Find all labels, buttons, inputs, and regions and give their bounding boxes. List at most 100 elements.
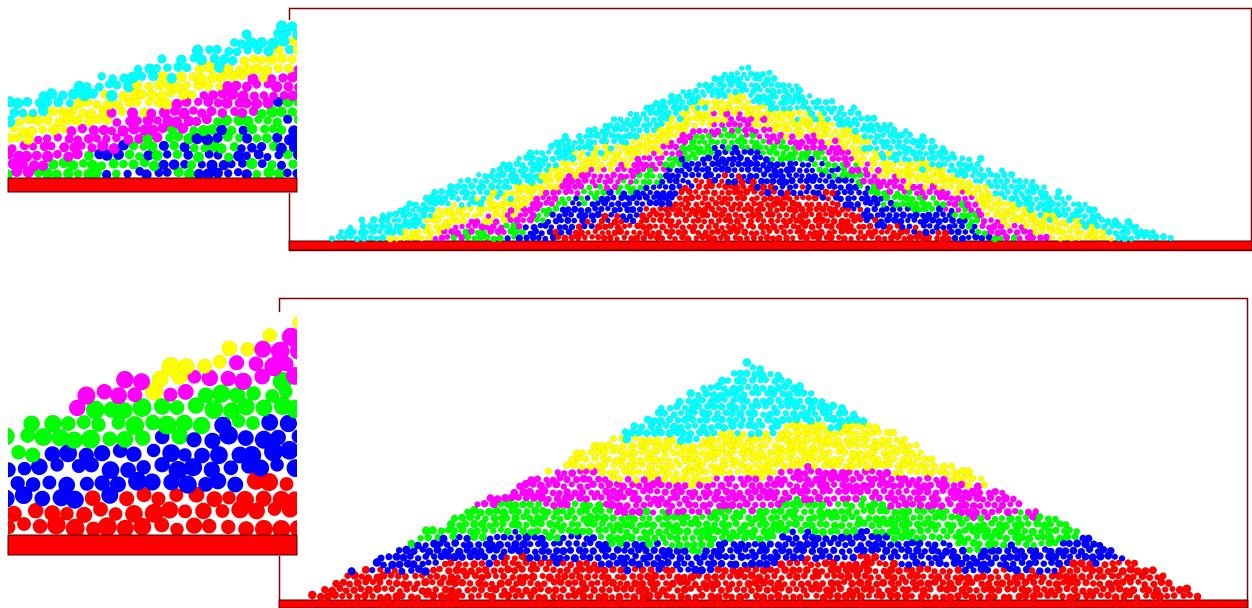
particle — [794, 496, 801, 503]
particle — [831, 173, 837, 179]
particle — [601, 514, 609, 522]
particle — [471, 190, 476, 195]
particle — [679, 99, 685, 105]
particle — [711, 235, 718, 242]
particle — [489, 581, 495, 587]
particle — [637, 207, 643, 213]
particle — [1071, 202, 1076, 207]
particle — [671, 449, 678, 456]
particle — [685, 594, 692, 601]
particle — [741, 117, 747, 123]
particle — [935, 496, 941, 502]
particle — [940, 594, 946, 600]
particle — [635, 508, 643, 516]
particle — [1039, 574, 1046, 581]
particle — [992, 516, 998, 522]
particle — [762, 508, 769, 515]
particle — [710, 482, 716, 488]
particle — [256, 37, 267, 48]
particle — [585, 151, 590, 156]
particle — [683, 528, 691, 536]
particle — [623, 449, 631, 457]
particle — [193, 417, 210, 434]
particle — [705, 100, 711, 106]
particle — [1073, 539, 1081, 547]
particle — [732, 89, 739, 96]
particle — [663, 184, 669, 190]
particle — [252, 64, 263, 75]
particle — [550, 567, 557, 574]
particle — [764, 122, 769, 127]
particle — [555, 469, 561, 475]
particle — [278, 73, 287, 82]
particle — [745, 157, 751, 163]
particle — [665, 444, 672, 451]
particle — [680, 178, 685, 183]
particle — [665, 122, 672, 129]
particle — [669, 594, 676, 601]
particle — [583, 157, 588, 162]
particle — [624, 529, 631, 536]
particle — [190, 144, 199, 153]
particle — [615, 133, 622, 140]
particle — [979, 167, 984, 172]
particle — [816, 133, 823, 140]
particle — [993, 568, 999, 574]
particle — [788, 229, 794, 235]
particle — [693, 145, 699, 151]
particle — [698, 541, 706, 549]
particle — [597, 442, 605, 450]
particle — [771, 405, 777, 411]
particle — [1062, 547, 1069, 554]
particle — [767, 70, 773, 76]
particle — [735, 469, 741, 475]
particle — [819, 449, 827, 457]
particle — [412, 213, 418, 219]
particle — [595, 526, 602, 533]
particle — [628, 468, 636, 476]
particle — [628, 548, 635, 555]
particle — [936, 230, 942, 236]
particle — [546, 149, 551, 154]
particle — [819, 568, 826, 575]
particle — [470, 560, 478, 568]
particle — [673, 458, 679, 464]
particle — [815, 190, 821, 196]
particle — [829, 415, 837, 423]
particle — [878, 219, 885, 226]
particle — [1008, 171, 1015, 178]
particle — [567, 547, 574, 554]
particle — [940, 145, 946, 151]
particle — [708, 138, 715, 145]
particle — [410, 230, 416, 236]
particle — [576, 145, 582, 151]
particle — [723, 409, 730, 416]
particle — [898, 161, 903, 166]
particle — [802, 522, 809, 529]
particle — [479, 533, 487, 541]
particle — [682, 496, 690, 504]
particle — [792, 150, 798, 156]
particle — [806, 195, 812, 201]
particle — [793, 586, 799, 592]
particle — [771, 508, 777, 514]
particle — [556, 516, 563, 523]
particle — [288, 91, 299, 102]
particle — [698, 566, 706, 574]
particle — [125, 505, 143, 523]
particle — [536, 157, 542, 163]
particle — [981, 173, 988, 180]
particle — [822, 156, 827, 161]
particle — [526, 488, 534, 496]
particle — [813, 150, 820, 157]
particle — [541, 581, 547, 587]
particle — [189, 72, 198, 81]
particle — [936, 534, 943, 541]
particle — [641, 529, 647, 535]
particle — [1113, 230, 1119, 236]
particle — [608, 167, 613, 172]
particle — [918, 450, 924, 456]
particle — [242, 30, 252, 40]
particle — [1060, 229, 1067, 236]
particle — [158, 416, 177, 435]
